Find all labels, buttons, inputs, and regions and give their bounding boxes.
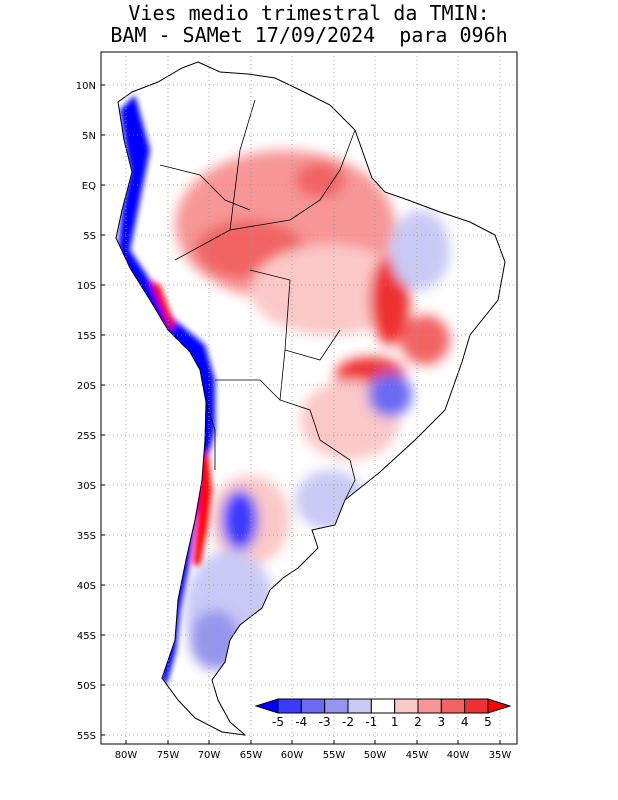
colorbar: -5 -4 -3 -2 -1 1 2 3 4 5 bbox=[254, 698, 512, 729]
x-tick-label: 60W bbox=[281, 750, 304, 761]
colorbar-box bbox=[417, 698, 442, 714]
country-borders bbox=[159, 99, 356, 501]
title-line-2: BAM - SAMet 17/09/2024 para 096h bbox=[110, 23, 508, 47]
x-tick-label: 65W bbox=[240, 750, 263, 761]
y-tick-label: 20S bbox=[77, 381, 96, 392]
colorbar-box bbox=[370, 698, 396, 714]
colorbar-label: 1 bbox=[391, 715, 399, 729]
colorbar-box bbox=[300, 698, 326, 714]
y-tick-label: 50S bbox=[77, 681, 96, 692]
colorbar-label: -2 bbox=[342, 715, 354, 729]
x-tick-label: 70W bbox=[198, 750, 221, 761]
y-tick-label: 10S bbox=[77, 281, 96, 292]
colorbar-label: -3 bbox=[319, 715, 331, 729]
colorbar-box bbox=[324, 698, 349, 714]
title-line-1: Vies medio trimestral da TMIN: bbox=[128, 1, 490, 25]
x-axis-ticks: 80W 75W 70W 65W 60W 55W 50W 45W 40W 35W bbox=[115, 750, 512, 761]
x-tick-label: 80W bbox=[115, 750, 138, 761]
andes-cold-band bbox=[118, 95, 215, 690]
y-tick-label: 5S bbox=[83, 231, 96, 242]
coastline bbox=[115, 61, 506, 736]
colorbar-box bbox=[347, 698, 372, 714]
x-tick-label: 40W bbox=[447, 750, 470, 761]
x-tick-label: 50W bbox=[364, 750, 387, 761]
tick-marks bbox=[101, 84, 501, 744]
y-tick-label: 15S bbox=[77, 331, 96, 342]
colorbar-label: 3 bbox=[438, 715, 446, 729]
y-tick-label: 40S bbox=[77, 581, 96, 592]
grid bbox=[101, 52, 517, 744]
central-warm-area bbox=[250, 245, 410, 335]
x-tick-label: 75W bbox=[157, 750, 180, 761]
colorbar-box bbox=[394, 698, 419, 714]
colorbar-arrow-high bbox=[487, 698, 512, 714]
y-tick-label: 30S bbox=[77, 481, 96, 492]
north-warm-core bbox=[295, 162, 345, 198]
minas-cold-spot bbox=[368, 373, 412, 417]
y-tick-label: 45S bbox=[77, 631, 96, 642]
bahia-warm-core bbox=[400, 315, 450, 365]
y-tick-label: 25S bbox=[77, 431, 96, 442]
colorbar-box bbox=[277, 698, 302, 714]
chart-title: Vies medio trimestral da TMIN: BAM - SAM… bbox=[0, 2, 618, 46]
y-tick-label: EQ bbox=[82, 181, 96, 192]
y-tick-label: 55S bbox=[77, 731, 96, 742]
x-tick-label: 35W bbox=[489, 750, 512, 761]
x-tick-label: 45W bbox=[406, 750, 429, 761]
colorbar-label: -5 bbox=[272, 715, 284, 729]
chile-coast-warm-band bbox=[193, 450, 212, 565]
y-axis-ticks: 10N 5N EQ 5S 10S 15S 20S 25S 30S 35S 40S… bbox=[76, 81, 96, 742]
colorbar-label: -1 bbox=[365, 715, 377, 729]
y-tick-label: 35S bbox=[77, 531, 96, 542]
colorbar-label: 2 bbox=[414, 715, 422, 729]
colorbar-label: -4 bbox=[295, 715, 307, 729]
northeast-cold-area bbox=[390, 210, 450, 290]
y-tick-label: 5N bbox=[82, 131, 96, 142]
cuyo-cold-core bbox=[222, 490, 258, 550]
colorbar-box bbox=[464, 698, 489, 714]
peru-coast-warm-strip bbox=[150, 280, 175, 330]
x-tick-label: 55W bbox=[323, 750, 346, 761]
y-tick-label: 10N bbox=[76, 81, 96, 92]
colorbar-box bbox=[440, 698, 466, 714]
colorbar-label: 4 bbox=[461, 715, 469, 729]
colorbar-label: 5 bbox=[484, 715, 492, 729]
